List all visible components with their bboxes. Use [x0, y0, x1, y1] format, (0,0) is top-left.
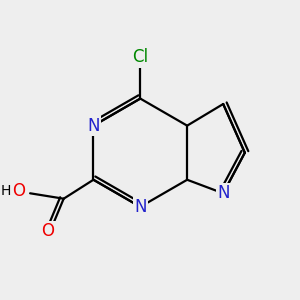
Text: N: N [134, 198, 146, 216]
Text: O: O [12, 182, 25, 200]
Text: O: O [41, 222, 55, 240]
Text: N: N [217, 184, 230, 202]
Text: N: N [87, 117, 100, 135]
Text: H: H [1, 184, 11, 198]
Text: Cl: Cl [132, 49, 148, 67]
